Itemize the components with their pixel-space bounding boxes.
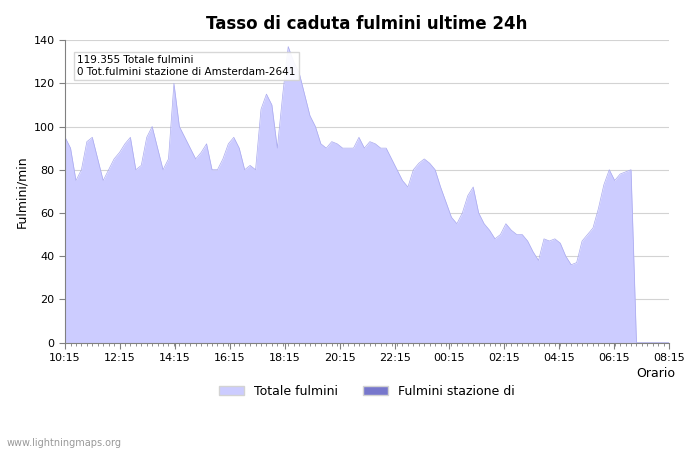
Y-axis label: Fulmini/min: Fulmini/min (15, 155, 28, 228)
Text: www.lightningmaps.org: www.lightningmaps.org (7, 437, 122, 447)
Text: 119.355 Totale fulmini
0 Tot.fulmini stazione di Amsterdam-2641: 119.355 Totale fulmini 0 Tot.fulmini sta… (77, 55, 295, 77)
Legend: Totale fulmini, Fulmini stazione di: Totale fulmini, Fulmini stazione di (214, 380, 520, 403)
Title: Tasso di caduta fulmini ultime 24h: Tasso di caduta fulmini ultime 24h (206, 15, 528, 33)
X-axis label: Orario: Orario (636, 367, 676, 380)
